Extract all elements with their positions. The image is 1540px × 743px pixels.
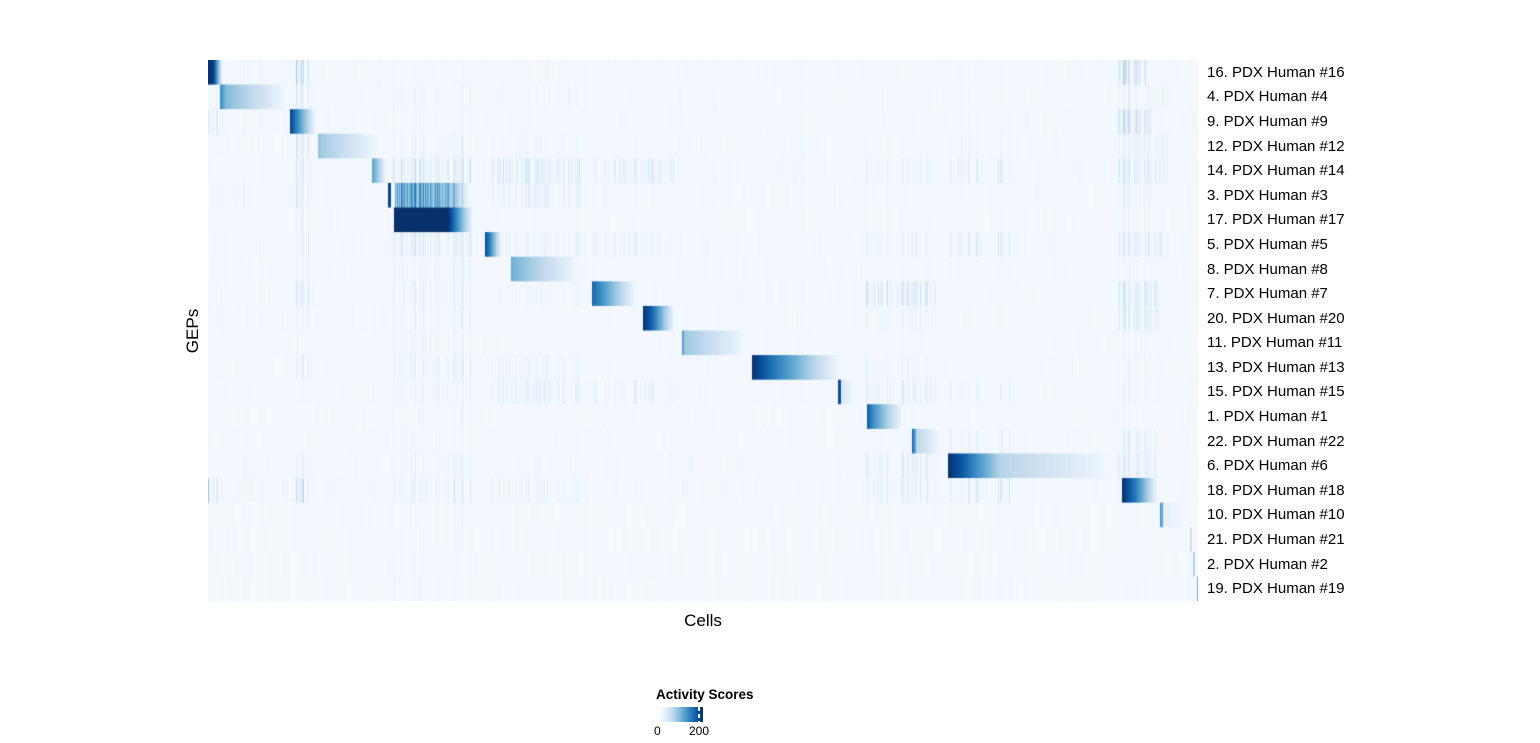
legend-title: Activity Scores: [656, 687, 754, 702]
row-label: 13. PDX Human #13: [1207, 358, 1345, 376]
row-label: 16. PDX Human #16: [1207, 63, 1345, 81]
row-label: 10. PDX Human #10: [1207, 506, 1345, 524]
row-label: 21. PDX Human #21: [1207, 531, 1345, 548]
heatmap-plot: [208, 60, 1198, 601]
row-label: 20. PDX Human #20: [1207, 309, 1345, 327]
row-label: 11. PDX Human #11: [1207, 334, 1343, 352]
row-label: 8. PDX Human #8: [1207, 260, 1328, 278]
row-label: 12. PDX Human #12: [1207, 137, 1345, 155]
legend-label-min: 0: [653, 724, 661, 738]
row-label: 2. PDX Human #2: [1207, 555, 1328, 573]
legend-labels: 0 200: [653, 724, 709, 738]
row-label: 7. PDX Human #7: [1207, 285, 1328, 303]
row-labels-container: 16. PDX Human #16 4. PDX Human #4 9. PDX H…: [1198, 60, 1428, 601]
row-label: 1. PDX Human #1: [1207, 408, 1328, 426]
row-label: 15. PDX Human #15: [1207, 383, 1345, 401]
row-label: 9. PDX Human #9: [1207, 112, 1328, 130]
x-axis-title: Cells: [684, 611, 722, 630]
y-axis-title: GEPs: [183, 308, 202, 354]
row-label: 6. PDX Human #6: [1207, 457, 1328, 475]
legend-tick-200: [698, 707, 700, 722]
row-label: 22. PDX Human #22: [1207, 432, 1345, 450]
legend: Activity Scores 0 200: [653, 687, 786, 738]
row-label: 3. PDX Human #3: [1207, 186, 1328, 204]
legend-label-200: 200: [688, 724, 710, 738]
row-label: 18. PDX Human #18: [1207, 481, 1345, 499]
row-label: 5. PDX Human #5: [1207, 235, 1328, 253]
row-label: 14. PDX Human #14: [1207, 162, 1345, 180]
row-label: 17. PDX Human #17: [1207, 211, 1345, 229]
legend-colorbar: [656, 707, 703, 722]
row-label: 4. PDX Human #4: [1207, 88, 1328, 106]
row-label: 19. PDX Human #19: [1207, 580, 1345, 598]
